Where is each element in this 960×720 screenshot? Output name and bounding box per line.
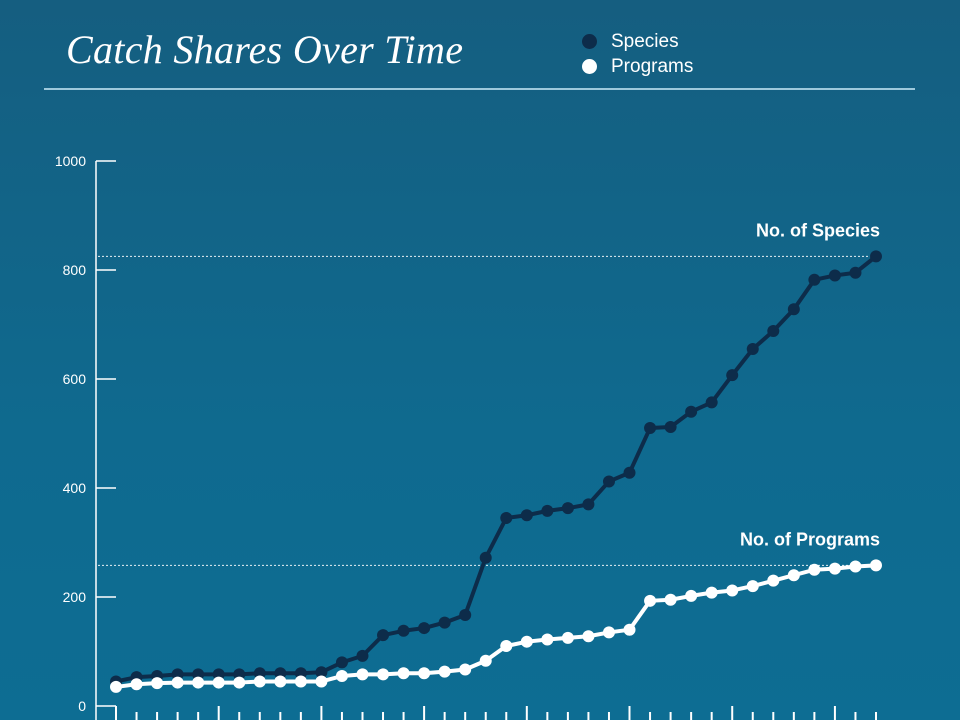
data-point-species [418, 622, 431, 635]
data-point-programs [418, 667, 431, 680]
reference-label: No. of Species [756, 220, 880, 240]
data-point-programs [808, 563, 821, 576]
data-point-programs [705, 586, 718, 599]
data-point-species [315, 666, 328, 679]
data-point-programs [746, 580, 759, 593]
data-point-programs [767, 574, 780, 587]
data-point-programs [870, 559, 882, 572]
legend: Species Programs [582, 29, 693, 79]
legend-marker-species [582, 34, 597, 49]
data-point-programs [233, 676, 246, 689]
data-point-species [767, 325, 780, 338]
y-tick-label: 800 [63, 262, 87, 278]
data-point-programs [602, 626, 615, 639]
legend-label-programs: Programs [611, 55, 694, 77]
data-point-programs [397, 667, 410, 680]
data-point-species [335, 656, 348, 669]
data-point-programs [171, 676, 184, 689]
data-point-programs [438, 665, 451, 678]
data-point-species [746, 343, 759, 356]
title-divider [44, 88, 915, 90]
data-point-species [870, 250, 882, 263]
data-point-species [726, 369, 739, 382]
data-point-programs [377, 668, 390, 681]
data-point-species [644, 422, 657, 435]
data-point-programs [644, 594, 657, 607]
data-point-programs [664, 593, 677, 606]
data-point-species [520, 509, 533, 522]
data-point-species [459, 608, 472, 621]
data-point-programs [294, 675, 307, 688]
data-point-species [602, 475, 615, 488]
y-tick-label: 0 [78, 698, 86, 714]
legend-item-species: Species [582, 29, 693, 54]
data-point-species [685, 405, 698, 418]
data-point-programs [459, 663, 472, 676]
data-point-species [377, 629, 390, 642]
legend-label-species: Species [611, 30, 679, 52]
data-point-programs [253, 675, 266, 688]
data-point-species [438, 616, 451, 629]
data-point-programs [212, 676, 225, 689]
data-point-programs [130, 678, 143, 691]
data-point-species [356, 649, 369, 662]
y-tick-label: 200 [63, 589, 87, 605]
data-point-programs [315, 675, 328, 688]
data-point-programs [541, 633, 554, 646]
data-point-programs [520, 635, 533, 648]
data-point-programs [500, 640, 513, 653]
data-point-programs [685, 589, 698, 602]
data-point-species [849, 266, 862, 279]
data-point-species [582, 498, 595, 511]
data-point-programs [479, 654, 492, 667]
data-point-species [397, 624, 410, 637]
data-point-programs [623, 623, 636, 636]
data-point-species [808, 273, 821, 286]
data-point-programs [356, 668, 369, 681]
data-point-programs [151, 677, 164, 690]
data-point-species [664, 420, 677, 433]
reference-label: No. of Programs [740, 529, 880, 549]
series-line-species [115, 254, 878, 684]
series-line-programs [115, 563, 877, 689]
data-point-species [561, 502, 574, 515]
y-tick-label: 1000 [55, 153, 86, 169]
data-point-programs [192, 676, 205, 689]
data-point-species [705, 396, 718, 409]
chart-title: Catch Shares Over Time [66, 27, 464, 72]
data-point-programs [561, 631, 574, 644]
data-point-species [787, 303, 800, 316]
legend-item-programs: Programs [582, 54, 693, 79]
data-point-programs [582, 630, 595, 643]
data-point-programs [274, 675, 287, 688]
data-point-programs [110, 680, 122, 693]
data-point-species [541, 504, 554, 517]
data-point-programs [335, 670, 348, 683]
legend-marker-programs [582, 59, 597, 74]
data-point-species [623, 466, 636, 479]
data-point-species [828, 269, 841, 282]
data-point-species [479, 551, 492, 564]
data-point-species [500, 511, 513, 524]
y-tick-label: 600 [63, 371, 87, 387]
y-tick-label: 400 [63, 480, 87, 496]
data-point-programs [828, 562, 841, 575]
data-point-programs [849, 560, 862, 573]
data-point-programs [787, 569, 800, 582]
data-point-programs [726, 584, 739, 597]
